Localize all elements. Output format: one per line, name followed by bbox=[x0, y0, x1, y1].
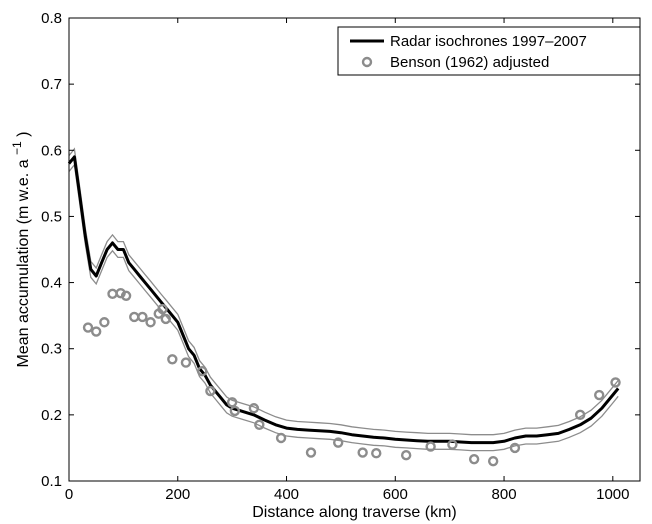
benson-point bbox=[120, 290, 132, 301]
benson-point bbox=[332, 437, 344, 448]
benson-point bbox=[305, 447, 317, 458]
y-tick-label: 0.7 bbox=[41, 76, 62, 93]
benson-point bbox=[509, 442, 521, 454]
y-tick-label: 0.8 bbox=[41, 10, 62, 27]
benson-point bbox=[447, 439, 458, 450]
benson-point bbox=[107, 288, 118, 300]
legend: Radar isochrones 1997–2007 Benson (1962)… bbox=[337, 26, 641, 76]
x-tick-label: 200 bbox=[165, 486, 190, 503]
benson-point bbox=[82, 322, 94, 333]
y-tick-label: 0.5 bbox=[41, 208, 62, 225]
radar-uncertainty-band bbox=[68, 147, 619, 452]
y-axis-label-main: Mean accumulation (m w.e. a bbox=[15, 159, 32, 367]
legend-entry-radar: Radar isochrones 1997–2007 bbox=[390, 33, 587, 50]
benson-point bbox=[145, 317, 156, 328]
benson-point bbox=[157, 303, 168, 315]
x-axis-ticks: 0 200 400 600 800 1000 bbox=[65, 18, 629, 503]
benson-point bbox=[180, 357, 192, 368]
benson-point bbox=[90, 326, 102, 337]
radar-upper-bound bbox=[68, 147, 619, 436]
y-tick-label: 0.1 bbox=[41, 473, 62, 490]
benson-point bbox=[229, 405, 241, 417]
benson-point bbox=[205, 385, 216, 397]
benson-point bbox=[594, 389, 605, 401]
benson-point bbox=[226, 397, 238, 408]
benson-point bbox=[400, 450, 412, 461]
x-tick-label: 1000 bbox=[596, 486, 629, 503]
benson-series bbox=[82, 287, 621, 467]
legend-entry-benson: Benson (1962) adjusted bbox=[390, 54, 549, 71]
x-axis-label: Distance along traverse (km) bbox=[252, 504, 457, 521]
legend-marker-swatch bbox=[361, 56, 373, 68]
y-axis-label-superscript: −1 bbox=[10, 141, 24, 155]
x-tick-label: 0 bbox=[65, 486, 73, 503]
benson-point bbox=[197, 366, 208, 377]
y-tick-label: 0.4 bbox=[41, 275, 62, 292]
y-tick-label: 0.3 bbox=[41, 341, 62, 358]
x-tick-label: 800 bbox=[492, 486, 517, 503]
benson-point bbox=[357, 447, 368, 458]
benson-point bbox=[137, 311, 148, 323]
x-tick-label: 600 bbox=[383, 486, 408, 503]
benson-point bbox=[248, 403, 260, 414]
benson-point bbox=[160, 313, 171, 325]
radar-line bbox=[67, 155, 620, 445]
benson-point bbox=[468, 453, 480, 465]
x-tick-label: 400 bbox=[274, 486, 299, 503]
plot-frame bbox=[68, 17, 641, 482]
radar-series bbox=[67, 155, 620, 445]
radar-lower-bound bbox=[68, 163, 619, 452]
y-axis-label: Mean accumulation (m w.e. a −1 ) bbox=[8, 131, 32, 367]
benson-point bbox=[371, 448, 382, 459]
benson-point bbox=[610, 377, 621, 388]
benson-point bbox=[167, 354, 178, 365]
legend-box bbox=[337, 26, 641, 76]
y-axis-ticks: 0.1 0.2 0.3 0.4 0.5 0.6 0.7 0.8 bbox=[41, 10, 640, 490]
benson-point bbox=[99, 317, 110, 328]
benson-point bbox=[425, 441, 436, 452]
benson-point bbox=[129, 311, 140, 323]
benson-point bbox=[574, 409, 586, 421]
benson-point bbox=[275, 432, 287, 444]
benson-point bbox=[254, 419, 265, 430]
benson-point bbox=[487, 455, 499, 467]
y-axis-label-close: ) bbox=[15, 131, 32, 136]
y-tick-label: 0.2 bbox=[41, 407, 62, 424]
y-tick-label: 0.6 bbox=[41, 142, 62, 159]
